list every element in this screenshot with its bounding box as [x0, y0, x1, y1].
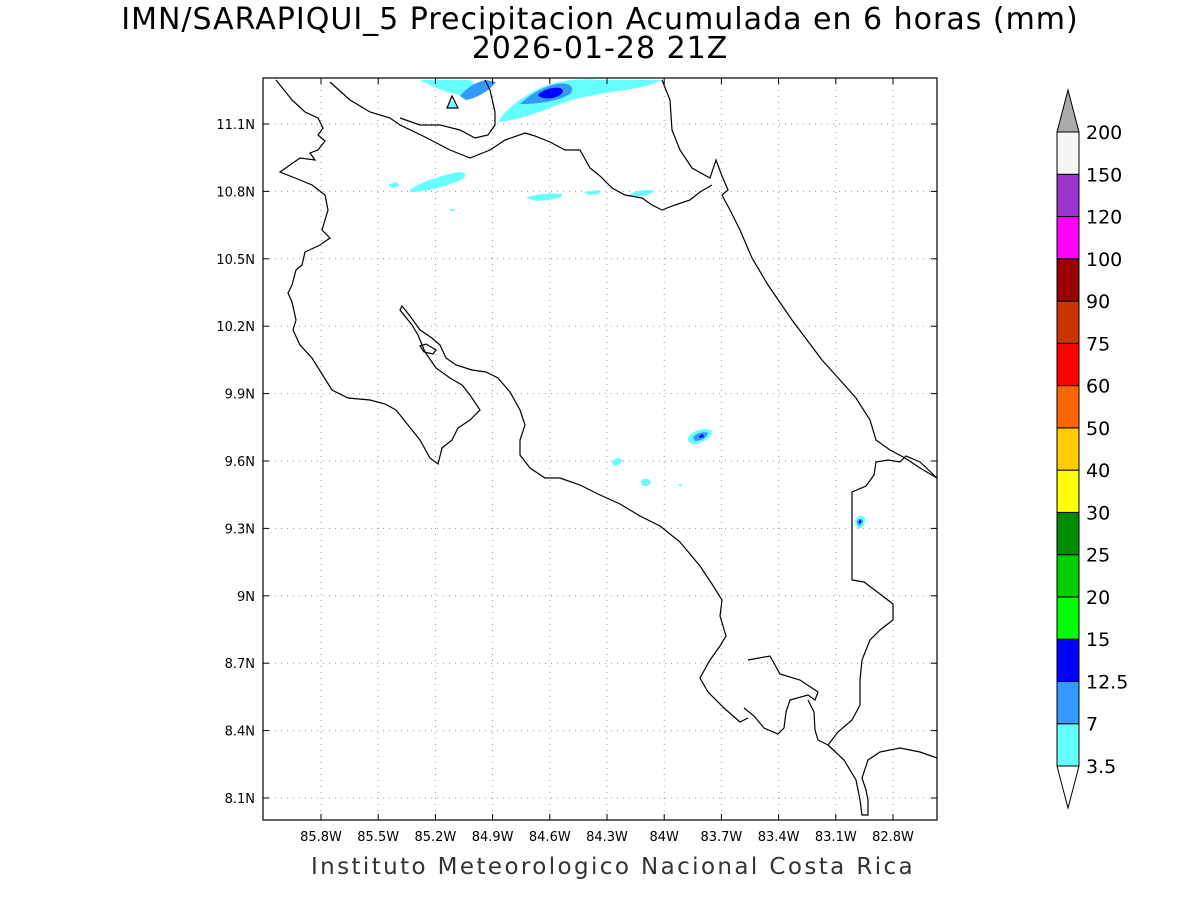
precip-area-north-4: [538, 87, 563, 99]
lat-tick-label: 10.5N: [216, 253, 255, 268]
gulf-nicoya-island: [419, 343, 437, 355]
map-title: IMN/SARAPIQUI_5 Precipitacion Acumulada …: [121, 2, 1079, 37]
lat-tick-label: 9.6N: [225, 455, 255, 470]
colorbar-level-label: 60: [1086, 376, 1110, 398]
lat-tick-label: 9N: [237, 590, 255, 605]
colorbar-swatch: [1056, 511, 1080, 556]
plot-frame: [262, 77, 938, 821]
colorbar-level-label: 15: [1086, 629, 1110, 651]
lat-tick-label: 8.4N: [225, 725, 255, 740]
colorbar-swatch: [1056, 173, 1080, 218]
map-subtitle-datetime: 2026-01-28 21Z: [471, 31, 729, 66]
credit-text: Instituto Meteorologico Nacional Costa R…: [310, 854, 916, 880]
colorbar-level-label: 200: [1086, 122, 1122, 144]
precip-area-mid-3: [526, 193, 563, 201]
plot-background: [263, 78, 937, 820]
colorbar-swatch: [1056, 680, 1080, 725]
colorbar-swatch: [1056, 723, 1080, 767]
lon-tick-label: 85.8W: [300, 830, 342, 845]
burica-point: [807, 699, 829, 746]
precip-area-north-2: [498, 79, 662, 122]
colorbar-swatch: [1056, 554, 1080, 598]
lon-tick-label: 84.9W: [472, 830, 514, 845]
colorbar-level-label: 120: [1086, 207, 1122, 229]
colorbar-swatch: [1056, 638, 1080, 682]
lon-tick-label: 83.4W: [758, 830, 800, 845]
colorbar-level-label: 30: [1086, 502, 1110, 524]
precip-area-mid-5: [630, 190, 655, 197]
precip-area-small-3: [679, 484, 682, 487]
lat-tick-label: 9.9N: [225, 388, 255, 403]
precip-area-north-7: [446, 100, 457, 108]
precip-area-mid-2: [388, 182, 400, 188]
lat-tick-label: 9.3N: [225, 522, 255, 537]
colorbar-bottom-arrow: [1056, 765, 1080, 810]
lon-tick-label: 83.7W: [700, 830, 742, 845]
precip-area-small-1: [612, 458, 622, 466]
lat-tick-label: 10.2N: [216, 320, 255, 335]
lon-tick-label: 83.1W: [815, 830, 857, 845]
precip-area-cell-a-core: [699, 434, 704, 438]
lat-tick-label: 8.1N: [225, 792, 255, 807]
lon-tick-label: 85.5W: [357, 830, 399, 845]
colorbar-swatch: [1056, 596, 1080, 640]
lon-tick-label: 85.2W: [414, 830, 456, 845]
precip-area-cell-b-core: [859, 520, 861, 523]
colorbar-level-label: 90: [1086, 291, 1110, 313]
panama-border-north: [827, 455, 938, 746]
colorbar-swatch: [1056, 385, 1080, 429]
lon-tick-label: 84W: [649, 830, 679, 845]
colorbar-level-label: 150: [1086, 164, 1122, 186]
colorbar-level-label: 20: [1086, 587, 1110, 609]
colorbar-level-label: 100: [1086, 249, 1122, 271]
colorbar-level-label: 25: [1086, 545, 1110, 567]
caribbean-coast: [661, 79, 938, 479]
latitude-axis: 11.1N 10.8N 10.5N 10.2N 9.9N 9.6N 9.3N 9N 8.7N 8.…: [216, 118, 937, 807]
precip-area-mid-4: [584, 190, 600, 195]
colorbar-top-arrow: [1056, 88, 1080, 133]
lake-inner-shore: [446, 94, 459, 109]
colorbar-swatch: [1056, 427, 1080, 471]
precip-area-small-2: [641, 478, 651, 486]
panama-border-south: [827, 744, 938, 816]
lat-tick-label: 11.1N: [216, 118, 255, 133]
colorbar-swatch: [1056, 300, 1080, 344]
plot-area: [262, 77, 938, 821]
colorbar-level-label: 50: [1086, 418, 1110, 440]
precip-area-north-1: [420, 80, 475, 96]
colorbar-level-label: 40: [1086, 460, 1110, 482]
precip-area-mid-6: [450, 209, 455, 211]
lat-tick-label: 8.7N: [225, 657, 255, 672]
gridlines: [263, 78, 937, 820]
precip-area-north-6: [585, 80, 620, 89]
colorbar-legend: 3.5 7 12.5 15 20 25 30 40 50 60 75 90 100 120 150 200: [1056, 88, 1128, 810]
longitude-axis: 85.8W 85.5W 85.2W 84.9W 84.6W 84.3W 84W 83.7W 83…: [300, 78, 914, 845]
northern-lake-shore: [329, 81, 713, 211]
coastlines: [275, 79, 938, 816]
colorbar-level-label: 7: [1086, 714, 1098, 736]
colorbar-swatch: [1056, 131, 1080, 175]
colorbar-swatch: [1056, 342, 1080, 387]
colorbar-level-label: 75: [1086, 333, 1110, 355]
nicaragua-border: [275, 79, 749, 723]
lat-tick-label: 10.8N: [216, 185, 255, 200]
colorbar-level-label: 3.5: [1086, 756, 1116, 778]
lon-tick-label: 84.6W: [529, 830, 571, 845]
colorbar-swatch: [1056, 469, 1080, 513]
colorbar-level-label: 12.5: [1086, 671, 1128, 693]
osa-peninsula: [743, 655, 819, 735]
precip-area-mid-1: [410, 172, 466, 192]
lon-tick-label: 82.8W: [872, 830, 914, 845]
colorbar-swatch: [1056, 216, 1080, 260]
lake-north-shore: [399, 79, 496, 139]
lon-tick-label: 84.3W: [586, 830, 628, 845]
colorbar-swatch: [1056, 258, 1080, 302]
